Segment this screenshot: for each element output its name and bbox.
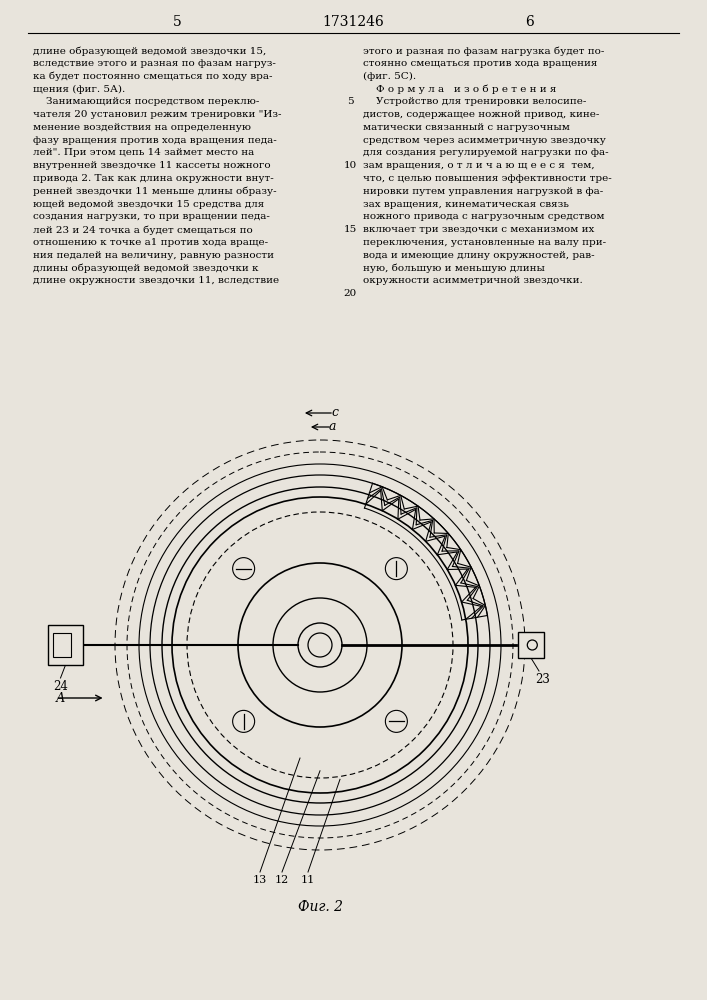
Text: отношению к точке а1 против хода враще-: отношению к точке а1 против хода враще- xyxy=(33,238,268,247)
Bar xyxy=(48,625,83,665)
Text: зам вращения, о т л и ч а ю щ е е с я  тем,: зам вращения, о т л и ч а ю щ е е с я те… xyxy=(363,161,595,170)
Text: нировки путем управления нагрузкой в фа-: нировки путем управления нагрузкой в фа- xyxy=(363,187,603,196)
Text: с: с xyxy=(332,406,339,418)
Text: вода и имеющие длину окружностей, рав-: вода и имеющие длину окружностей, рав- xyxy=(363,251,595,260)
Text: 1731246: 1731246 xyxy=(322,15,384,29)
Text: щения (фиг. 5А).: щения (фиг. 5А). xyxy=(33,84,125,94)
Text: стоянно смещаться против хода вращения: стоянно смещаться против хода вращения xyxy=(363,59,597,68)
Text: менение воздействия на определенную: менение воздействия на определенную xyxy=(33,123,251,132)
Text: 5: 5 xyxy=(173,15,182,29)
Text: этого и разная по фазам нагрузка будет по-: этого и разная по фазам нагрузка будет п… xyxy=(363,46,604,55)
Text: окружности асимметричной звездочки.: окружности асимметричной звездочки. xyxy=(363,276,583,285)
Text: ную, большую и меньшую длины: ную, большую и меньшую длины xyxy=(363,264,545,273)
Text: создания нагрузки, то при вращении педа-: создания нагрузки, то при вращении педа- xyxy=(33,212,270,221)
Text: 10: 10 xyxy=(344,161,356,170)
Circle shape xyxy=(238,563,402,727)
Text: Устройство для тренировки велосипе-: Устройство для тренировки велосипе- xyxy=(363,97,586,106)
Text: фазу вращения против хода вращения педа-: фазу вращения против хода вращения педа- xyxy=(33,136,276,145)
Text: Фиг. 2: Фиг. 2 xyxy=(298,900,342,914)
Text: 11: 11 xyxy=(301,875,315,885)
Text: привода 2. Так как длина окружности внут-: привода 2. Так как длина окружности внут… xyxy=(33,174,274,183)
Text: Ф о р м у л а   и з о б р е т е н и я: Ф о р м у л а и з о б р е т е н и я xyxy=(363,84,556,94)
Text: ющей ведомой звездочки 15 средства для: ющей ведомой звездочки 15 средства для xyxy=(33,200,264,209)
Text: ножного привода с нагрузочным средством: ножного привода с нагрузочным средством xyxy=(363,212,604,221)
Text: включает три звездочки с механизмом их: включает три звездочки с механизмом их xyxy=(363,225,595,234)
Text: Занимающийся посредством переклю-: Занимающийся посредством переклю- xyxy=(33,97,259,106)
Text: 20: 20 xyxy=(344,289,356,298)
Text: а: а xyxy=(328,420,336,432)
Text: зах вращения, кинематическая связь: зах вращения, кинематическая связь xyxy=(363,200,569,209)
Text: длине образующей ведомой звездочки 15,: длине образующей ведомой звездочки 15, xyxy=(33,46,267,55)
Text: 24: 24 xyxy=(53,680,68,693)
Text: длине окружности звездочки 11, вследствие: длине окружности звездочки 11, вследстви… xyxy=(33,276,279,285)
Text: (фиг. 5С).: (фиг. 5С). xyxy=(363,72,416,81)
Bar xyxy=(53,633,71,657)
Text: ка будет постоянно смещаться по ходу вра-: ка будет постоянно смещаться по ходу вра… xyxy=(33,72,272,81)
Text: что, с целью повышения эффективности тре-: что, с целью повышения эффективности тре… xyxy=(363,174,612,183)
Text: чателя 20 установил режим тренировки "Из-: чателя 20 установил режим тренировки "Из… xyxy=(33,110,281,119)
Text: средством через асимметричную звездочку: средством через асимметричную звездочку xyxy=(363,136,606,145)
Text: переключения, установленные на валу при-: переключения, установленные на валу при- xyxy=(363,238,606,247)
Text: лей". При этом цепь 14 займет место на: лей". При этом цепь 14 займет место на xyxy=(33,148,255,157)
Text: для создания регулируемой нагрузки по фа-: для создания регулируемой нагрузки по фа… xyxy=(363,148,609,157)
Text: ренней звездочки 11 меньше длины образу-: ренней звездочки 11 меньше длины образу- xyxy=(33,187,276,196)
Text: вследствие этого и разная по фазам нагруз-: вследствие этого и разная по фазам нагру… xyxy=(33,59,276,68)
Text: ния педалей на величину, равную разности: ния педалей на величину, равную разности xyxy=(33,251,274,260)
Text: 5: 5 xyxy=(346,97,354,106)
Text: 23: 23 xyxy=(536,673,551,686)
Text: 13: 13 xyxy=(253,875,267,885)
Text: длины образующей ведомой звездочки к: длины образующей ведомой звездочки к xyxy=(33,264,259,273)
Text: 12: 12 xyxy=(275,875,289,885)
Text: матически связанный с нагрузочным: матически связанный с нагрузочным xyxy=(363,123,570,132)
Text: лей 23 и 24 точка а будет смещаться по: лей 23 и 24 точка а будет смещаться по xyxy=(33,225,252,235)
Text: внутренней звездочке 11 кассеты ножного: внутренней звездочке 11 кассеты ножного xyxy=(33,161,271,170)
Bar xyxy=(518,632,544,658)
Text: 6: 6 xyxy=(525,15,534,29)
Text: А: А xyxy=(56,692,65,704)
Circle shape xyxy=(298,623,342,667)
Text: дистов, содержащее ножной привод, кине-: дистов, содержащее ножной привод, кине- xyxy=(363,110,600,119)
Text: 15: 15 xyxy=(344,225,356,234)
